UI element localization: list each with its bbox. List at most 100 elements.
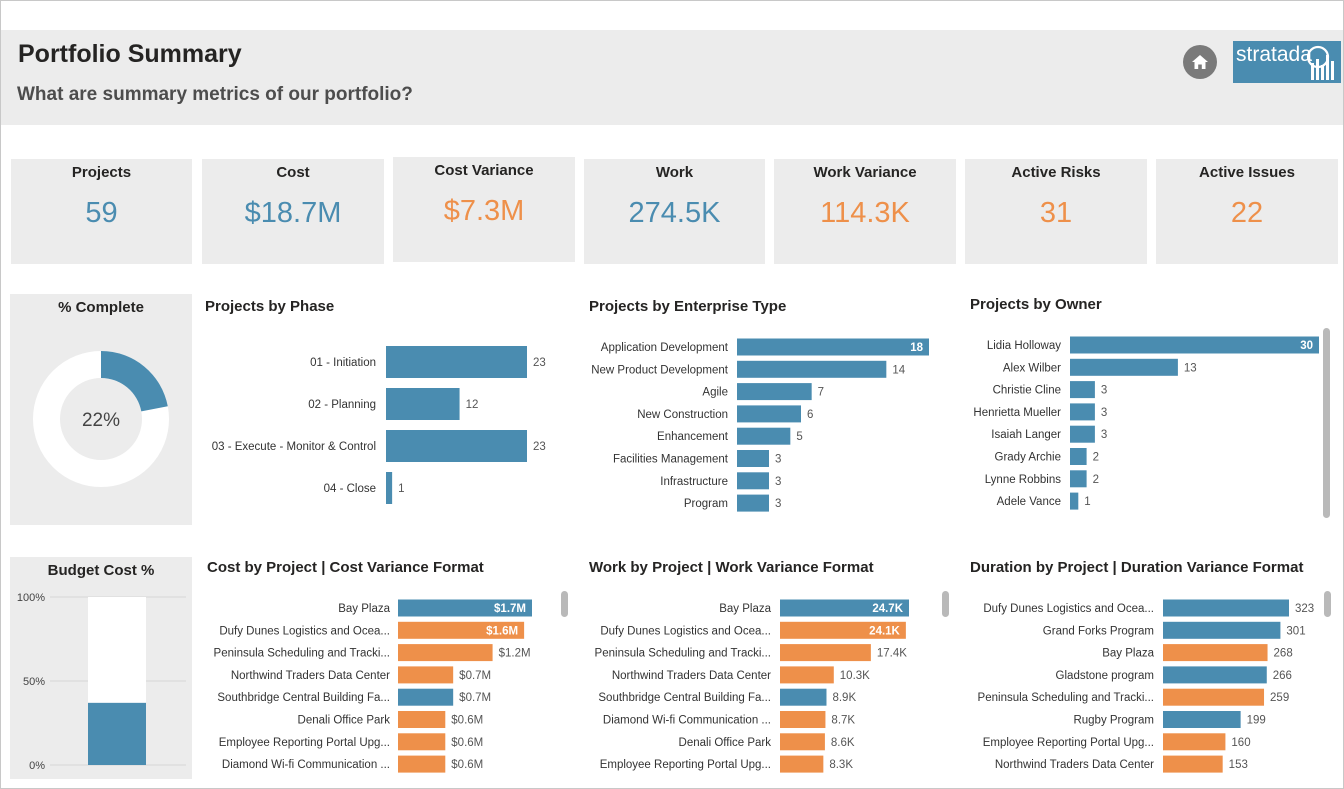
- data-label: 23: [533, 441, 546, 453]
- data-label: $1.6M: [486, 625, 518, 637]
- bar: [737, 450, 769, 467]
- data-label: $0.6M: [451, 759, 483, 771]
- data-label: 17.4K: [877, 648, 907, 660]
- projects-by-phase-chart: 01 - Initiation 23 02 - Planning 12 03 - Exe…: [212, 346, 546, 504]
- chart-title: Cost by Project | Cost Variance Format: [207, 559, 484, 576]
- category-label: Christie Cline: [993, 385, 1061, 397]
- category-label: Northwind Traders Data Center: [612, 670, 771, 682]
- kpi-cost[interactable]: Cost $18.7M: [202, 159, 384, 264]
- duration-by-project-chart: Dufy Dunes Logistics and Ocea... 323 Grand…: [978, 599, 1314, 773]
- kpi-value: $7.3M: [443, 195, 525, 227]
- kpi-active-issues[interactable]: Active Issues 22: [1156, 159, 1338, 264]
- stratada-logo: stratada: [1233, 41, 1341, 83]
- logo-text: stratada: [1236, 43, 1312, 66]
- category-label: Southbridge Central Building Fa...: [217, 692, 390, 704]
- cost-scrollbar[interactable]: [561, 591, 568, 617]
- data-label: 268: [1274, 648, 1293, 660]
- kpi-projects[interactable]: Projects 59: [11, 159, 192, 264]
- bar: [1163, 621, 1281, 639]
- bar: [386, 346, 527, 378]
- home-button[interactable]: [1183, 45, 1217, 79]
- kpi-work[interactable]: Work 274.5K: [584, 159, 765, 264]
- work-scrollbar[interactable]: [942, 591, 949, 617]
- budget-cost-panel[interactable]: Budget Cost % 100% 50% 0%: [10, 557, 192, 779]
- category-label: Peninsula Scheduling and Tracki...: [595, 648, 771, 660]
- kpi-work-variance[interactable]: Work Variance 114.3K: [774, 159, 956, 264]
- kpi-label: Active Issues: [1199, 164, 1295, 181]
- category-label: 03 - Execute - Monitor & Control: [212, 441, 376, 453]
- bar: [1163, 599, 1289, 617]
- category-label: Employee Reporting Portal Upg...: [983, 737, 1154, 749]
- category-label: Dufy Dunes Logistics and Ocea...: [983, 603, 1154, 615]
- bar: [737, 494, 769, 512]
- category-label: Employee Reporting Portal Upg...: [600, 759, 771, 771]
- category-label: Peninsula Scheduling and Tracki...: [978, 692, 1154, 704]
- data-label: $0.7M: [459, 670, 491, 682]
- kpi-label: Work Variance: [813, 164, 917, 181]
- data-label: 1: [1084, 496, 1090, 508]
- bar: [1070, 448, 1087, 465]
- data-label: 23: [533, 357, 546, 369]
- bar: [398, 755, 446, 773]
- logo-skyline-icon: [1306, 45, 1334, 80]
- bar: [780, 666, 834, 684]
- category-label: Facilities Management: [613, 454, 729, 466]
- category-label: 01 - Initiation: [310, 357, 376, 369]
- kpi-active-risks[interactable]: Active Risks 31: [965, 159, 1147, 264]
- data-label: 3: [775, 498, 781, 510]
- bar: [737, 405, 801, 423]
- duration-scrollbar[interactable]: [1324, 591, 1331, 617]
- bar: [737, 472, 769, 490]
- bar: [780, 621, 906, 639]
- data-label: 301: [1286, 625, 1305, 637]
- y-tick-label: 0%: [29, 760, 45, 772]
- kpi-value: 274.5K: [628, 197, 721, 229]
- category-label: Dufy Dunes Logistics and Ocea...: [219, 625, 390, 637]
- category-label: Peninsula Scheduling and Tracki...: [214, 648, 390, 660]
- kpi-cost-variance[interactable]: Cost Variance $7.3M: [393, 157, 575, 262]
- data-label: 8.7K: [831, 715, 855, 727]
- bar: [398, 711, 446, 728]
- chart-title: Projects by Phase: [205, 298, 335, 315]
- category-label: Adele Vance: [997, 496, 1061, 508]
- bar: [737, 383, 812, 401]
- data-label: 7: [818, 387, 824, 399]
- bar: [1070, 470, 1087, 488]
- cost-by-project-chart: Bay Plaza $1.7M Dufy Dunes Logistics and O…: [214, 599, 532, 773]
- category-label: Grady Archie: [995, 452, 1061, 464]
- category-label: Program: [684, 498, 728, 510]
- data-label: $0.7M: [459, 692, 491, 704]
- data-label: 3: [1101, 385, 1107, 397]
- kpi-value: $18.7M: [244, 197, 342, 229]
- percent-complete-panel[interactable]: % Complete 22%: [10, 294, 192, 525]
- category-label: Rugby Program: [1073, 715, 1154, 727]
- kpi-label: Active Risks: [1011, 164, 1101, 181]
- kpi-value: 59: [85, 197, 118, 229]
- bar: [398, 688, 454, 706]
- bar: [737, 338, 929, 356]
- percent-complete-donut: 22%: [33, 351, 169, 487]
- bar: [1070, 425, 1095, 443]
- kpi-label: Projects: [71, 164, 132, 181]
- bar: [780, 688, 827, 706]
- data-label: 2: [1093, 452, 1099, 464]
- data-label: 10.3K: [840, 670, 870, 682]
- chart-title: Budget Cost %: [47, 562, 155, 579]
- data-label: 24.7K: [872, 603, 903, 615]
- category-label: Enhancement: [657, 431, 729, 443]
- category-label: Grand Forks Program: [1043, 625, 1154, 637]
- work-by-project-chart: Bay Plaza 24.7K Dufy Dunes Logistics and O…: [595, 599, 909, 773]
- bar: [398, 599, 532, 617]
- category-label: Employee Reporting Portal Upg...: [219, 737, 390, 749]
- owner-scrollbar[interactable]: [1323, 328, 1330, 518]
- category-label: Gladstone program: [1056, 670, 1154, 682]
- y-tick-label: 50%: [23, 676, 45, 688]
- bar: [780, 733, 825, 751]
- data-label: 13: [1184, 362, 1197, 374]
- category-label: Lynne Robbins: [985, 474, 1062, 486]
- data-label: 8.6K: [831, 737, 855, 749]
- category-label: New Construction: [637, 409, 728, 421]
- chart-title: % Complete: [58, 299, 144, 316]
- data-label: 266: [1273, 670, 1292, 682]
